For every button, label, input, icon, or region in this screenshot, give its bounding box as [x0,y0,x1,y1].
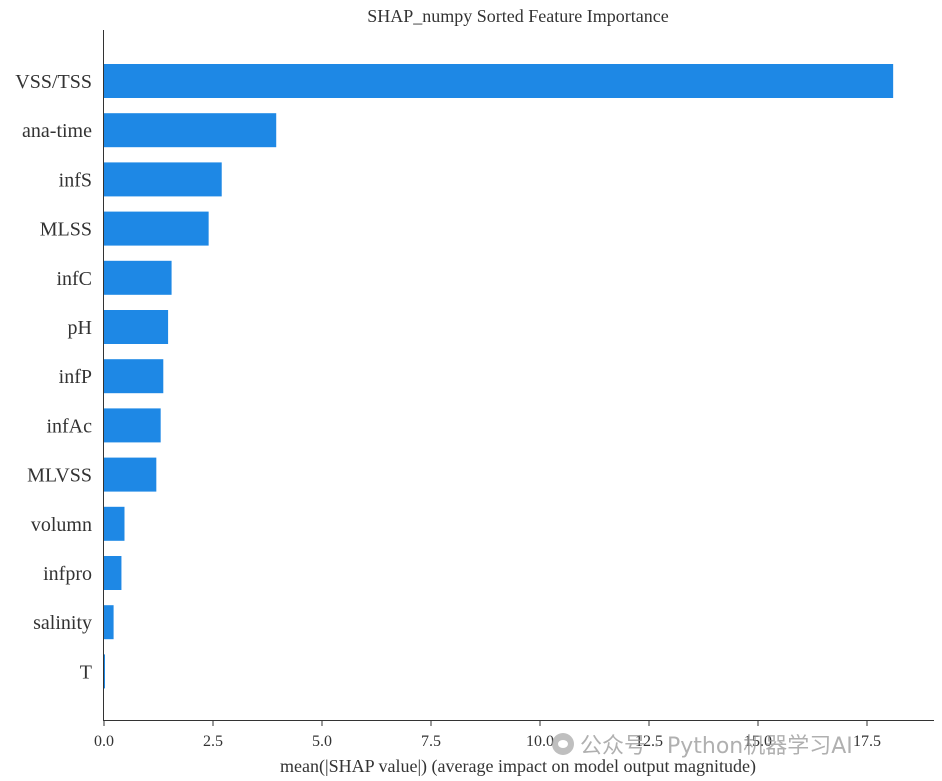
bar-ph [104,310,169,344]
bar-salinity [104,605,114,640]
y-tick-label: T [80,661,92,683]
bar-mlvss [104,457,157,492]
bar-infc [104,260,172,295]
y-tick-label: pH [68,317,92,339]
x-tick-label: 2.5 [203,733,223,750]
y-tick-label: infC [56,268,92,290]
y-tick-label: MLSS [40,219,92,241]
y-tick-label: volumn [31,514,92,536]
bar-infs [104,162,222,197]
bar-vss-tss [104,64,894,98]
chart-title: SHAP_numpy Sorted Feature Importance [367,6,668,26]
bar-t [104,654,105,689]
x-tick-label: 17.5 [853,733,881,750]
x-tick-label: 15.0 [744,733,772,750]
watermark: 公众号 · Python机器学习AI [552,728,853,760]
y-tick-label: infS [59,169,92,191]
x-tick-label: 0.0 [94,733,114,750]
y-tick-label: VSS/TSS [15,71,92,93]
y-tick-label: ana-time [22,120,92,142]
bar-volumn [104,506,125,541]
bar-infpro [104,556,122,590]
x-axis-label: mean(|SHAP value|) (average impact on mo… [280,756,756,777]
x-tick-label: 12.5 [635,733,663,750]
x-tick-label: 7.5 [421,733,441,750]
watermark-text: 公众号 · Python机器学习AI [580,734,853,759]
bar-mlss [104,211,209,246]
y-tick-label: salinity [33,612,92,634]
y-tick-label: infP [59,366,92,388]
bar-infac [104,408,161,443]
wechat-icon [552,733,574,755]
bar-ana-time [104,113,277,148]
x-tick-label: 5.0 [312,733,332,750]
y-tick-label: infAc [46,415,92,437]
x-tick-label: 10.0 [526,733,554,750]
y-tick-label: MLVSS [27,465,92,487]
bar-infp [104,359,164,394]
y-tick-label: infpro [43,563,92,585]
